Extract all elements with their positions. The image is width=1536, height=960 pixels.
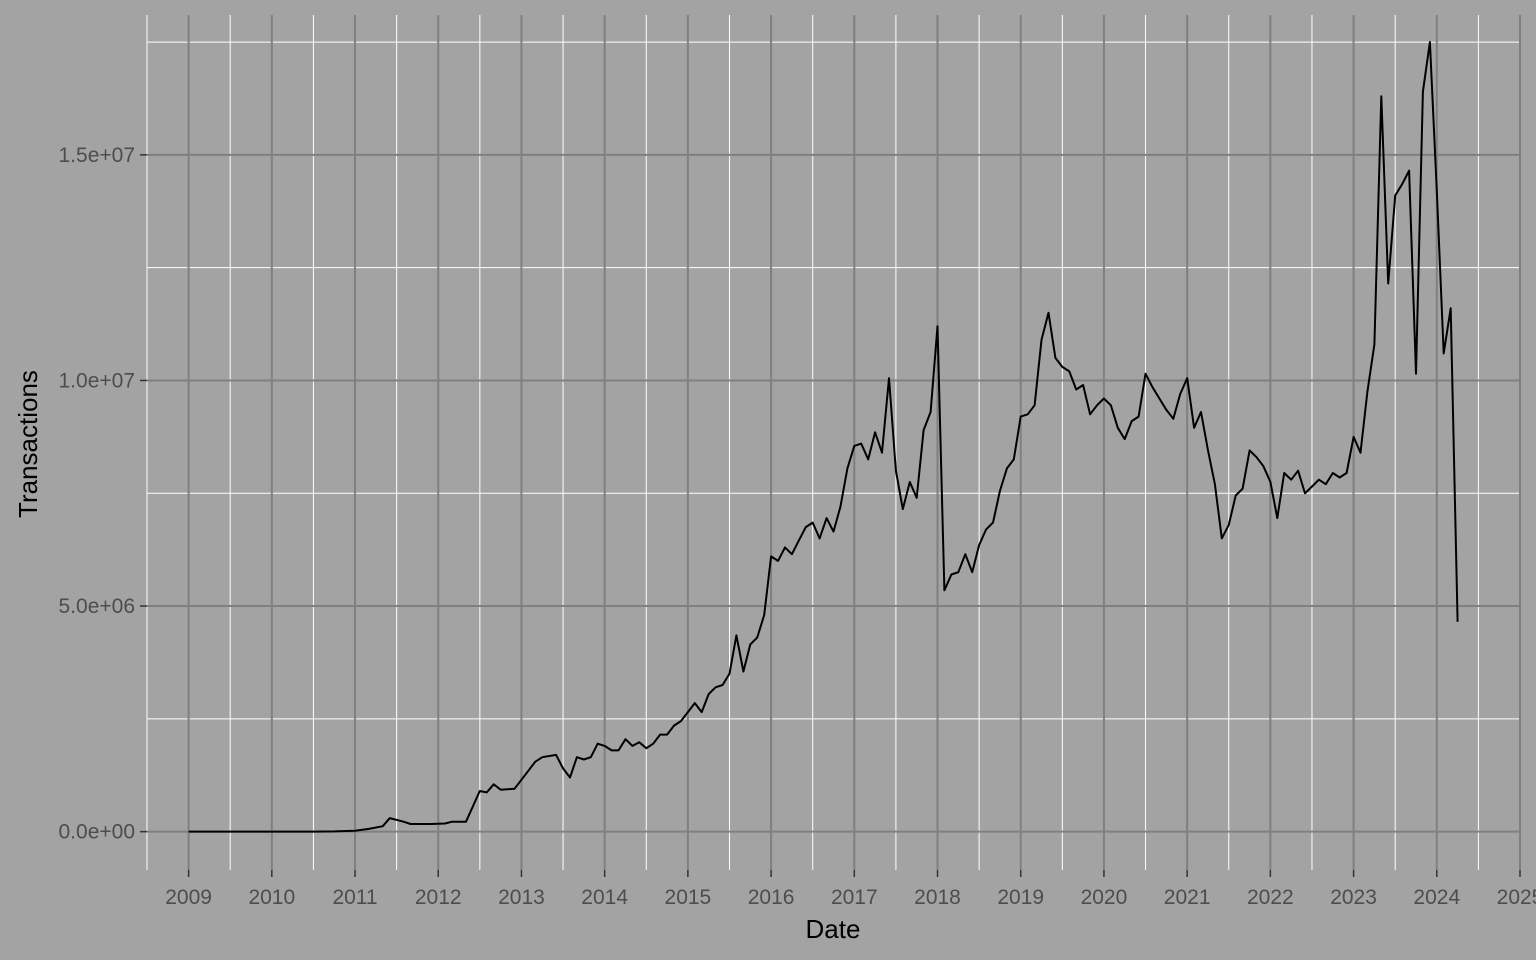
y-axis-title: Transactions (13, 370, 43, 518)
x-tick-label: 2019 (997, 886, 1044, 909)
y-tick-label: 1.0e+07 (59, 369, 136, 392)
x-tick-label: 2016 (748, 886, 795, 909)
x-tick-label: 2017 (831, 886, 878, 909)
series-line (188, 41, 1459, 833)
x-tick-label: 2021 (1164, 886, 1211, 909)
y-tick-labels: 0.0e+00 5.0e+06 1.0e+07 1.5e+07 (59, 144, 136, 844)
x-tick-label: 2014 (581, 886, 628, 909)
x-tick-label: 2011 (332, 886, 377, 909)
y-tick-label: 1.5e+07 (59, 144, 136, 167)
x-tick-label: 2020 (1081, 886, 1128, 909)
x-tick-label: 2025 (1497, 886, 1536, 909)
x-tick-label: 2015 (665, 886, 712, 909)
y-tick-marks (140, 154, 147, 833)
major-grid (147, 15, 1521, 870)
minor-grid (146, 15, 1520, 870)
x-tick-label: 2018 (914, 886, 961, 909)
x-tick-label: 2024 (1413, 886, 1460, 909)
x-axis-title: Date (806, 914, 861, 944)
y-tick-label: 0.0e+00 (59, 821, 136, 844)
x-tick-label: 2022 (1247, 886, 1294, 909)
y-tick-label: 5.0e+06 (59, 595, 136, 618)
x-tick-marks (187, 870, 1521, 877)
x-tick-label: 2023 (1330, 886, 1377, 909)
x-tick-label: 2009 (165, 886, 212, 909)
x-tick-label: 2010 (248, 886, 295, 909)
x-tick-label: 2012 (415, 886, 462, 909)
x-tick-labels: 2009 2010 2011 2012 2013 2014 2015 2016 2017 2018… (165, 886, 1536, 909)
x-tick-label: 2013 (498, 886, 545, 909)
